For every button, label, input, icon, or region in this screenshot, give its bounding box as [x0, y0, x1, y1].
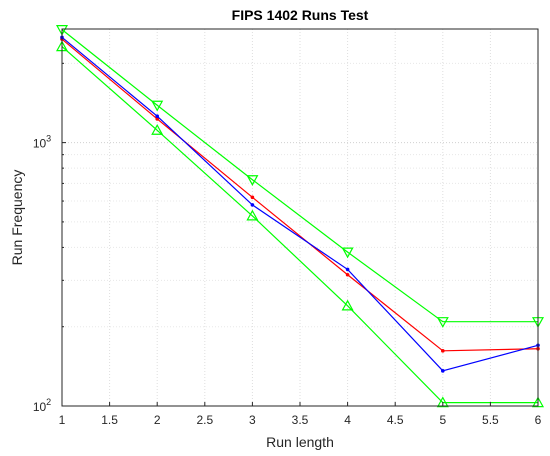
x-axis-label: Run length — [266, 434, 334, 450]
data-point — [436, 317, 449, 328]
data-point — [345, 267, 350, 272]
series — [60, 37, 540, 353]
data-point — [55, 25, 69, 36]
x-tick-label: 2.5 — [196, 413, 213, 427]
series — [55, 25, 545, 328]
y-axis-label: Run Frequency — [9, 170, 25, 266]
series-line — [61, 29, 538, 323]
grid — [61, 29, 539, 407]
x-tick-label: 5.5 — [482, 413, 499, 427]
data-point — [151, 124, 164, 135]
axis-ticks: 1 1.5 2 2.5 3 3.5 4 4.5 5 5.5 6 102 103 — [33, 62, 542, 427]
data-point — [441, 369, 445, 373]
data-point — [250, 203, 255, 207]
x-tick-label: 2 — [154, 413, 161, 427]
x-tick-label: 1.5 — [101, 413, 118, 427]
series — [55, 40, 545, 408]
data-point — [155, 114, 159, 118]
data-point — [436, 396, 449, 408]
x-tick-label: 6 — [535, 413, 542, 427]
x-tick-label: 3 — [249, 413, 256, 427]
series-line — [61, 36, 539, 372]
series — [60, 35, 540, 373]
data-point — [341, 247, 354, 259]
y-tick-label: 103 — [33, 134, 51, 151]
x-tick-label: 3.5 — [292, 413, 309, 427]
chart-title: FIPS 1402 Runs Test — [232, 7, 369, 23]
x-tick-label: 5 — [439, 413, 446, 427]
series-layer — [55, 25, 545, 408]
data-point — [441, 349, 445, 353]
data-point — [250, 195, 255, 200]
data-point — [155, 117, 159, 121]
x-tick-label: 4.5 — [387, 413, 404, 427]
data-point — [246, 209, 259, 221]
series-line — [61, 38, 539, 352]
series-line — [61, 46, 538, 404]
data-point — [531, 396, 545, 408]
data-point — [345, 272, 350, 277]
data-point — [246, 175, 259, 186]
x-tick-label: 1 — [59, 413, 66, 427]
data-point — [341, 299, 354, 311]
plot-area-frame — [61, 28, 539, 407]
x-tick-label: 4 — [344, 413, 351, 427]
data-point — [151, 100, 164, 112]
y-tick-label: 102 — [33, 397, 51, 414]
